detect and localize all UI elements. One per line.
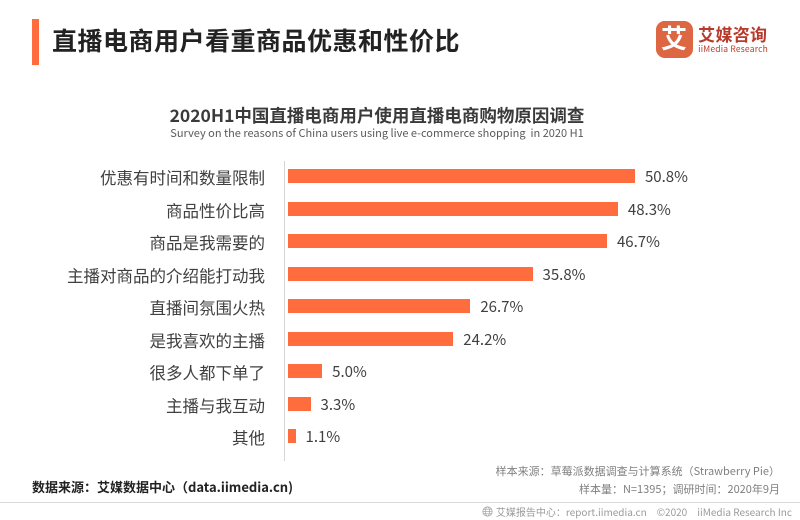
svg-text:艾: 艾 xyxy=(661,21,687,56)
